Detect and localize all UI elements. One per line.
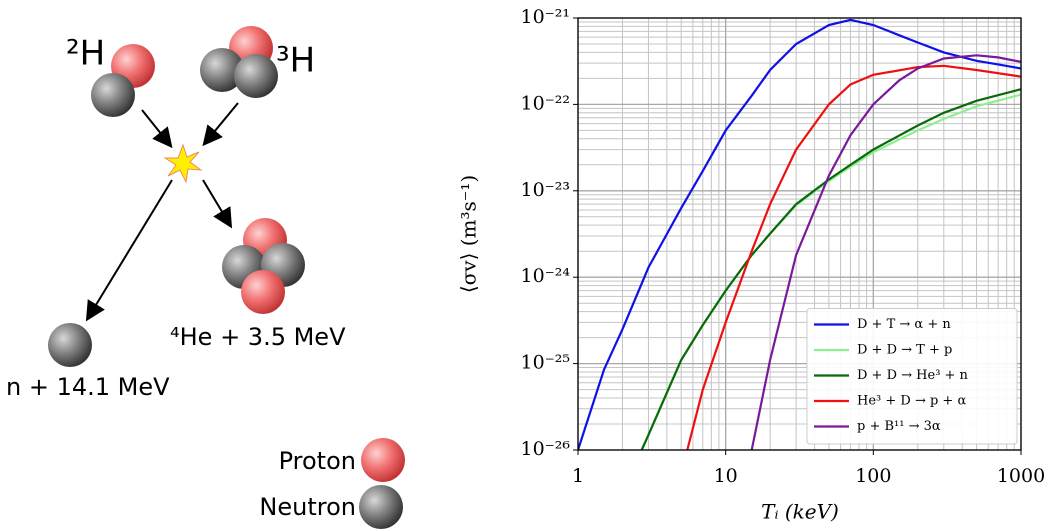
- fusion-star: [163, 143, 203, 184]
- y-tick-label: 10⁻²²: [521, 92, 570, 114]
- data-line: [686, 64, 1021, 450]
- y-tick-label: 10⁻²⁴: [521, 265, 571, 287]
- legend-label: He³ + D → p + α: [857, 394, 966, 409]
- neutron-key: [359, 485, 403, 529]
- y-tick-label: 10⁻²⁶: [521, 438, 571, 460]
- chart: Tᵢ (keV) ⟨σv⟩ (m³s⁻¹) 1 10 100 1000 10⁻²⁶ 10⁻…: [457, 6, 1046, 524]
- arrow: [202, 102, 239, 147]
- legend-box: [806, 308, 1018, 445]
- neutron: [91, 73, 135, 117]
- data-line: [640, 88, 1021, 450]
- helium-label: ⁴He + 3.5 MeV: [170, 323, 346, 351]
- data-line: [750, 54, 1021, 450]
- y-tick-label: 10⁻²³: [521, 179, 570, 201]
- deuterium-label: ²H: [66, 34, 105, 74]
- x-tick-label: 10: [714, 465, 738, 487]
- x-axis-label: Tᵢ (keV): [761, 500, 839, 524]
- legend-label: D + T → α + n: [857, 317, 951, 332]
- plot-frame: [577, 17, 1022, 451]
- reaction-diagram: ²H ³H ⁴He + 3.5 MeV n + 14.1 MeV Proton …: [6, 26, 405, 529]
- legend-label: D + D → He³ + n: [857, 368, 969, 383]
- legend-label: p + B¹¹ → 3α: [857, 419, 941, 434]
- neutron-label: n + 14.1 MeV: [6, 373, 170, 401]
- arrow: [202, 179, 233, 229]
- proton: [241, 270, 285, 314]
- neutron: [234, 54, 278, 98]
- data-line: [578, 18, 1021, 450]
- neutron: [48, 323, 92, 367]
- arrow: [141, 109, 173, 149]
- legend-label: D + D → T + p: [857, 343, 952, 358]
- x-tick-label: 1000: [997, 465, 1045, 487]
- y-axis-label: ⟨σv⟩ (m³s⁻¹): [457, 175, 481, 293]
- y-tick-label: 10⁻²¹: [521, 6, 570, 28]
- neutron: [200, 48, 244, 92]
- y-tick-label: 10⁻²⁵: [521, 352, 570, 374]
- x-tick-label: 1: [572, 465, 584, 487]
- x-tick-label: 100: [855, 465, 891, 487]
- legend-neutron: Neutron: [259, 493, 356, 521]
- tritium-label: ³H: [276, 41, 315, 81]
- arrow: [85, 179, 173, 322]
- legend-proton: Proton: [279, 447, 356, 475]
- proton-key: [361, 438, 405, 482]
